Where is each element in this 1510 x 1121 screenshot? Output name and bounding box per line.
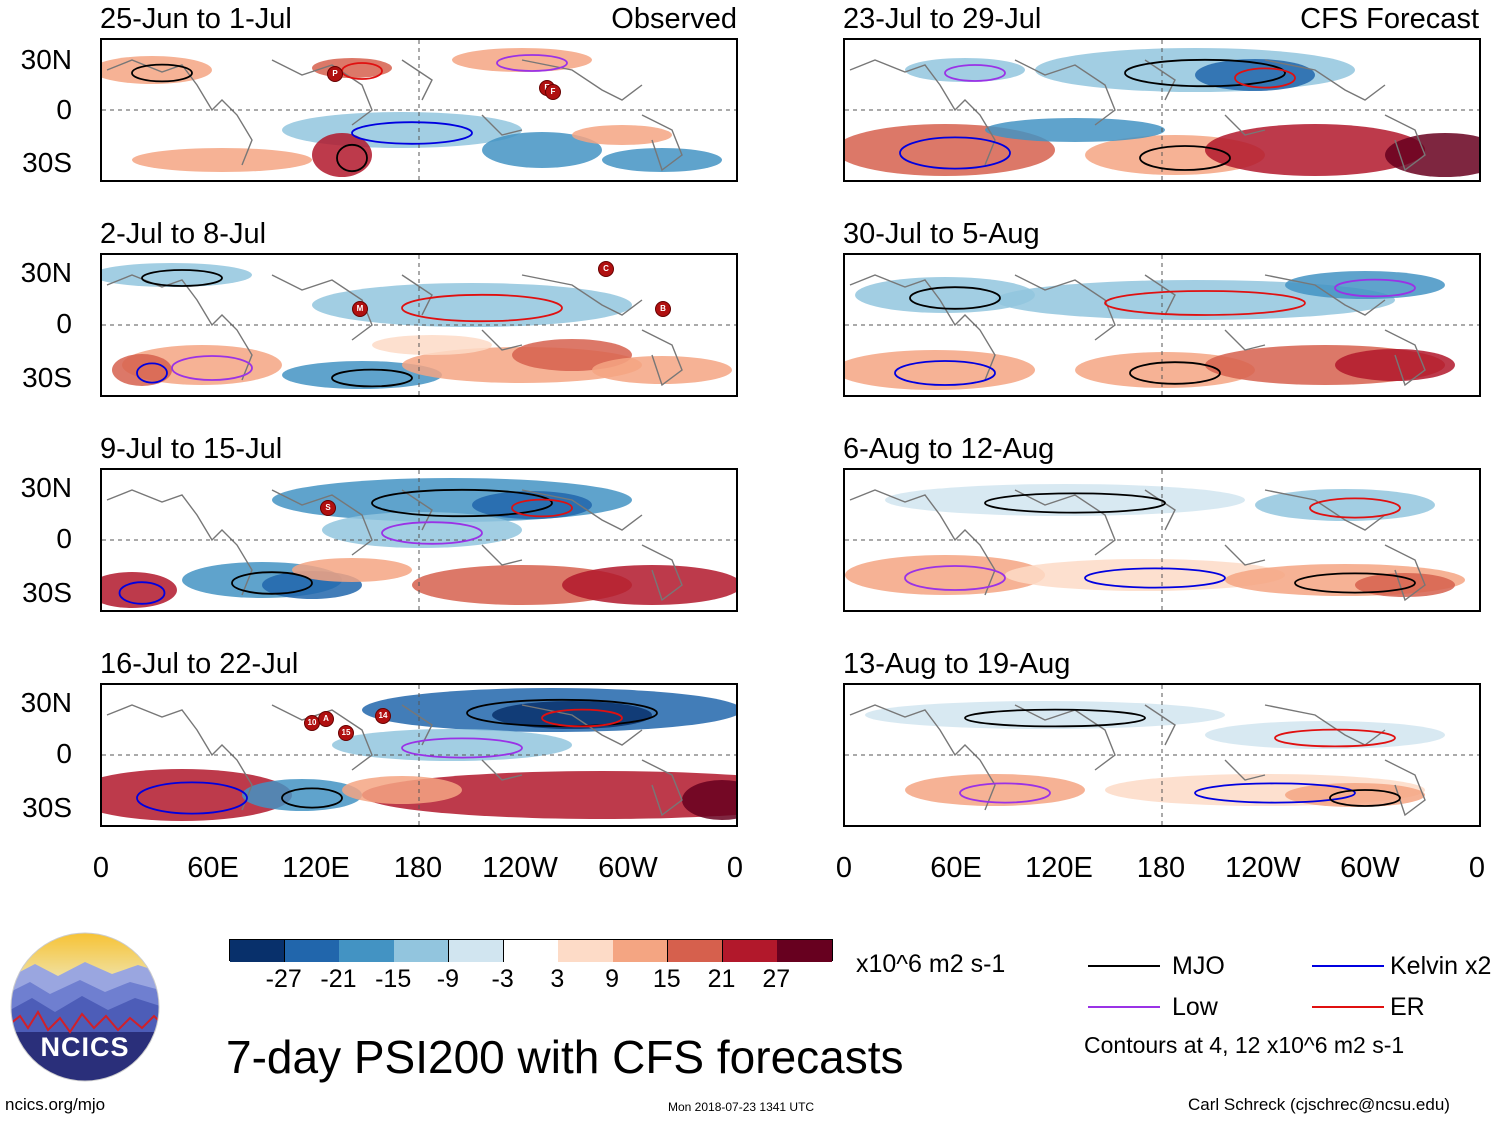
legend-note: Contours at 4, 12 x10^6 m2 s-1 [1084, 1032, 1405, 1058]
map-panel-1 [100, 38, 738, 182]
panel-3-title: 9-Jul to 15-Jul [100, 433, 283, 465]
x-label: 180 [1136, 852, 1186, 884]
x-label: 0 [726, 852, 744, 884]
panel-1-title: 25-Jun to 1-Jul [100, 3, 292, 35]
x-label: 120W [1225, 852, 1301, 884]
storm-marker: A [318, 711, 334, 727]
legend-label-mjo: MJO [1172, 952, 1225, 980]
storm-marker: C [598, 261, 614, 277]
legend-label-kelvin: Kelvin x2 [1390, 952, 1492, 980]
colorbar-swatch [230, 940, 286, 962]
colorbar-swatch [667, 940, 724, 962]
credit: Carl Schreck (cjschrec@ncsu.edu) [1188, 1095, 1450, 1114]
logo-text: NCICS [40, 1032, 130, 1062]
y-label-eq: 0 [56, 523, 72, 554]
colorbar-swatch [722, 940, 778, 962]
colorbar-tick-label: -27 [265, 965, 302, 993]
x-label: 180 [393, 852, 443, 884]
map-panel-4 [100, 683, 738, 827]
panel-8-title: 13-Aug to 19-Aug [843, 648, 1071, 680]
colorbar-units: x10^6 m2 s-1 [856, 950, 1006, 978]
colorbar-tick-label: -21 [320, 965, 357, 993]
colorbar-swatch [613, 940, 669, 962]
storm-marker: F [545, 84, 561, 100]
storm-marker: M [352, 301, 368, 317]
x-label: 60W [598, 852, 658, 884]
panel-6-title: 30-Jul to 5-Aug [843, 218, 1040, 250]
y-label-30n: 30N [20, 257, 72, 288]
colorbar-tick-label: 21 [707, 965, 736, 993]
colorbar-swatch [503, 940, 559, 962]
colorbar-tick-label: -3 [491, 965, 514, 993]
x-label: 120W [482, 852, 558, 884]
panel-4-title: 16-Jul to 22-Jul [100, 648, 299, 680]
x-label: 60E [930, 852, 982, 884]
colorbar-tick-label: 9 [605, 965, 620, 993]
timestamp: Mon 2018-07-23 1341 UTC [668, 1100, 815, 1114]
colorbar-swatch [394, 940, 450, 962]
map-panel-8 [843, 683, 1481, 827]
colorbar [229, 939, 833, 962]
y-label-30s: 30S [22, 792, 72, 823]
x-label: 60W [1340, 852, 1400, 884]
panel-5-label: CFS Forecast [1300, 3, 1479, 35]
x-label: 0 [835, 852, 853, 884]
map-panel-7 [843, 468, 1481, 612]
colorbar-tick-label: 3 [550, 965, 565, 993]
colorbar-tick-label: -9 [436, 965, 460, 993]
colorbar-swatch [448, 940, 505, 962]
y-label-30n: 30N [20, 44, 72, 75]
ncics-logo-icon [10, 932, 160, 1082]
legend-label-er: ER [1390, 993, 1425, 1021]
x-label: 0 [92, 852, 110, 884]
colorbar-swatch [284, 940, 340, 962]
x-label: 120E [1025, 852, 1093, 884]
x-label: 60E [187, 852, 239, 884]
colorbar-swatch [339, 940, 395, 962]
legend-label-low: Low [1172, 993, 1218, 1021]
panel-5-title: 23-Jul to 29-Jul [843, 3, 1042, 35]
y-label-eq: 0 [56, 308, 72, 339]
y-label-30n: 30N [20, 687, 72, 718]
y-label-30s: 30S [22, 362, 72, 393]
x-label: 120E [282, 852, 350, 884]
main-title: 7-day PSI200 with CFS forecasts [226, 1031, 904, 1083]
map-panel-3 [100, 468, 738, 612]
legend-line-low [1088, 1006, 1160, 1008]
y-label-eq: 0 [56, 94, 72, 125]
y-label-eq: 0 [56, 738, 72, 769]
panel-2-title: 2-Jul to 8-Jul [100, 218, 267, 250]
panel-7-title: 6-Aug to 12-Aug [843, 433, 1055, 465]
storm-marker: B [655, 301, 671, 317]
colorbar-swatch [558, 940, 614, 962]
storm-marker: 14 [375, 708, 391, 724]
colorbar-swatch [777, 940, 833, 962]
storm-marker: S [320, 500, 336, 516]
map-panel-5 [843, 38, 1481, 182]
x-label: 0 [1468, 852, 1486, 884]
y-label-30n: 30N [20, 472, 72, 503]
colorbar-tick-label: -15 [375, 965, 412, 993]
y-label-30s: 30S [22, 577, 72, 608]
map-panel-2 [100, 253, 738, 397]
ncics-logo: NCICS [10, 932, 160, 1082]
legend-line-mjo [1088, 965, 1160, 967]
website-link[interactable]: ncics.org/mjo [5, 1095, 106, 1114]
legend-line-kelvin [1312, 965, 1384, 967]
map-panel-6 [843, 253, 1481, 397]
storm-marker: 15 [338, 725, 354, 741]
storm-marker: P [327, 66, 343, 82]
panel-1-label: Observed [611, 3, 737, 35]
colorbar-tick-label: 27 [762, 965, 791, 993]
colorbar-tick-label: 15 [652, 965, 681, 993]
y-label-30s: 30S [22, 147, 72, 178]
legend-line-er [1312, 1006, 1384, 1008]
